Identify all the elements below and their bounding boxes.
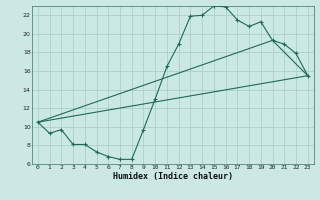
X-axis label: Humidex (Indice chaleur): Humidex (Indice chaleur) [113,172,233,181]
